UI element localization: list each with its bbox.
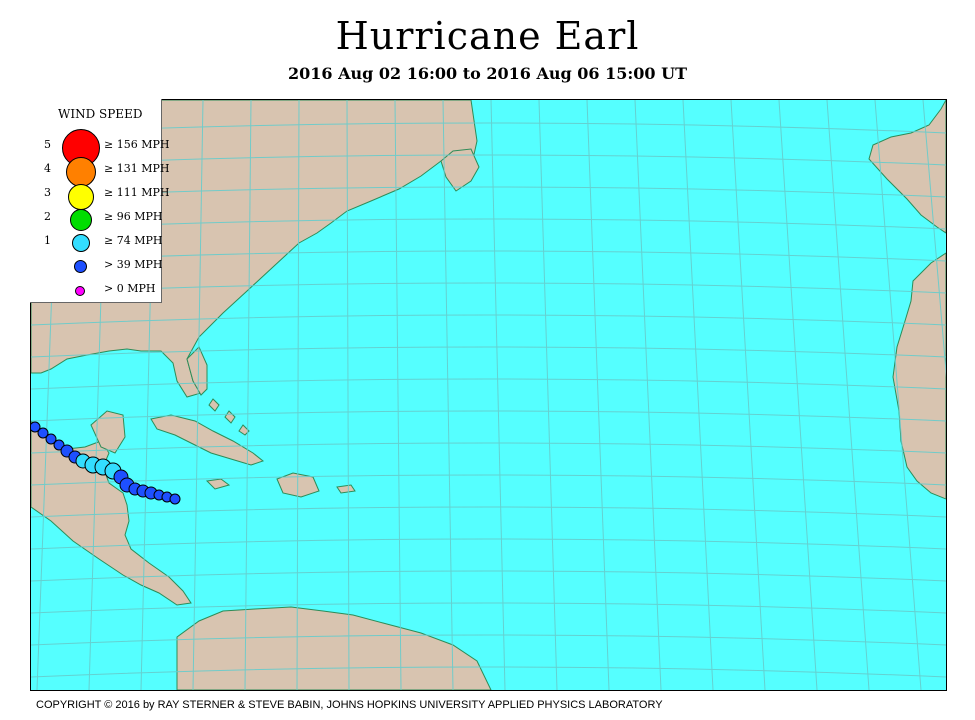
legend-dot-cat2 xyxy=(70,209,92,231)
atlantic-basin-map xyxy=(31,100,946,690)
track-point xyxy=(53,439,65,451)
map-title: Hurricane Earl xyxy=(335,14,640,58)
legend-row-cat3: 3 ≥ 111 MPH xyxy=(30,181,169,210)
storm-track xyxy=(31,421,181,505)
jamaica xyxy=(205,478,231,490)
yucatan xyxy=(90,410,126,454)
legend-cat-label: 3 xyxy=(44,186,51,199)
legend-cat-label: 2 xyxy=(44,210,51,223)
legend-threshold: ≥ 156 MPH xyxy=(104,138,170,151)
newfoundland xyxy=(440,148,480,192)
legend-threshold: ≥ 131 MPH xyxy=(104,162,170,175)
legend-threshold: ≥ 96 MPH xyxy=(104,210,163,223)
wind-speed-legend: WIND SPEED 5 ≥ 156 MPH 4 ≥ 131 MPH 3 ≥ 1… xyxy=(30,99,169,303)
bahamas xyxy=(208,398,250,436)
legend-row-cat5: 5 ≥ 156 MPH xyxy=(30,129,169,167)
legend-cat-label: 4 xyxy=(44,162,51,175)
africa xyxy=(892,252,946,500)
europe xyxy=(868,100,946,234)
track-point xyxy=(169,493,181,505)
legend-row-tropical-storm: > 39 MPH xyxy=(30,253,163,277)
legend-cat-label: 1 xyxy=(44,234,51,247)
legend-dot-cat3 xyxy=(68,184,94,210)
legend-threshold: ≥ 74 MPH xyxy=(104,234,163,247)
legend-dot-tropical-storm xyxy=(74,260,87,273)
legend-threshold: > 39 MPH xyxy=(104,258,163,271)
legend-threshold: > 0 MPH xyxy=(104,282,156,295)
legend-row-cat4: 4 ≥ 131 MPH xyxy=(30,157,169,187)
legend-cat-label: 5 xyxy=(44,138,51,151)
track-point xyxy=(31,421,41,433)
copyright-text: COPYRIGHT © 2016 by RAY STERNER & STEVE … xyxy=(36,699,663,711)
track-point xyxy=(45,433,57,445)
puerto-rico xyxy=(336,484,356,494)
legend-row-cat1: 1 ≥ 74 MPH xyxy=(30,229,163,253)
graticule xyxy=(31,100,946,690)
legend-title: WIND SPEED xyxy=(58,107,143,121)
legend-row-depression: > 0 MPH xyxy=(30,277,161,301)
map-frame xyxy=(30,99,947,691)
map-subtitle: 2016 Aug 02 16:00 to 2016 Aug 06 15:00 U… xyxy=(288,64,687,83)
legend-dot-cat1 xyxy=(72,234,90,252)
legend-threshold: ≥ 111 MPH xyxy=(104,186,170,199)
track-point xyxy=(37,427,49,439)
legend-row-cat2: 2 ≥ 96 MPH xyxy=(30,205,163,231)
legend-dot-depression xyxy=(75,286,85,296)
